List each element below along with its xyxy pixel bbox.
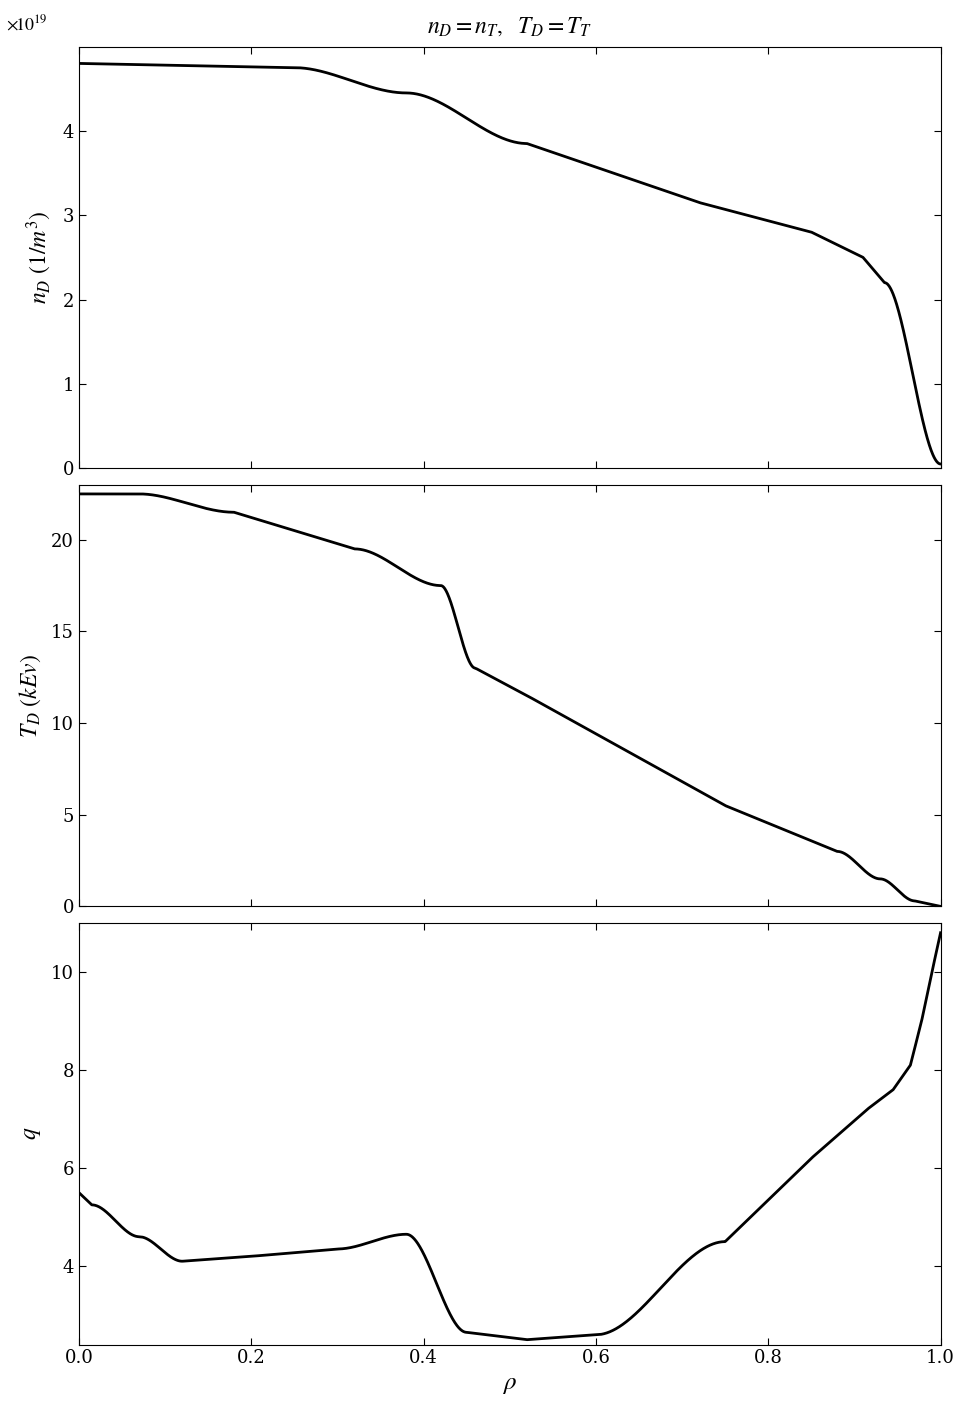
- Title: $n_D = n_T,\ \ T_D = T_T$: $n_D = n_T,\ \ T_D = T_T$: [426, 16, 592, 38]
- Y-axis label: $q$: $q$: [19, 1127, 43, 1140]
- Y-axis label: $n_D \ (1/m^3)$: $n_D \ (1/m^3)$: [25, 210, 54, 305]
- Y-axis label: $T_D \ (kEv)$: $T_D \ (kEv)$: [17, 653, 43, 738]
- Text: $\times\!10^{19}$: $\times\!10^{19}$: [6, 14, 47, 34]
- X-axis label: $\rho$: $\rho$: [502, 1373, 516, 1395]
